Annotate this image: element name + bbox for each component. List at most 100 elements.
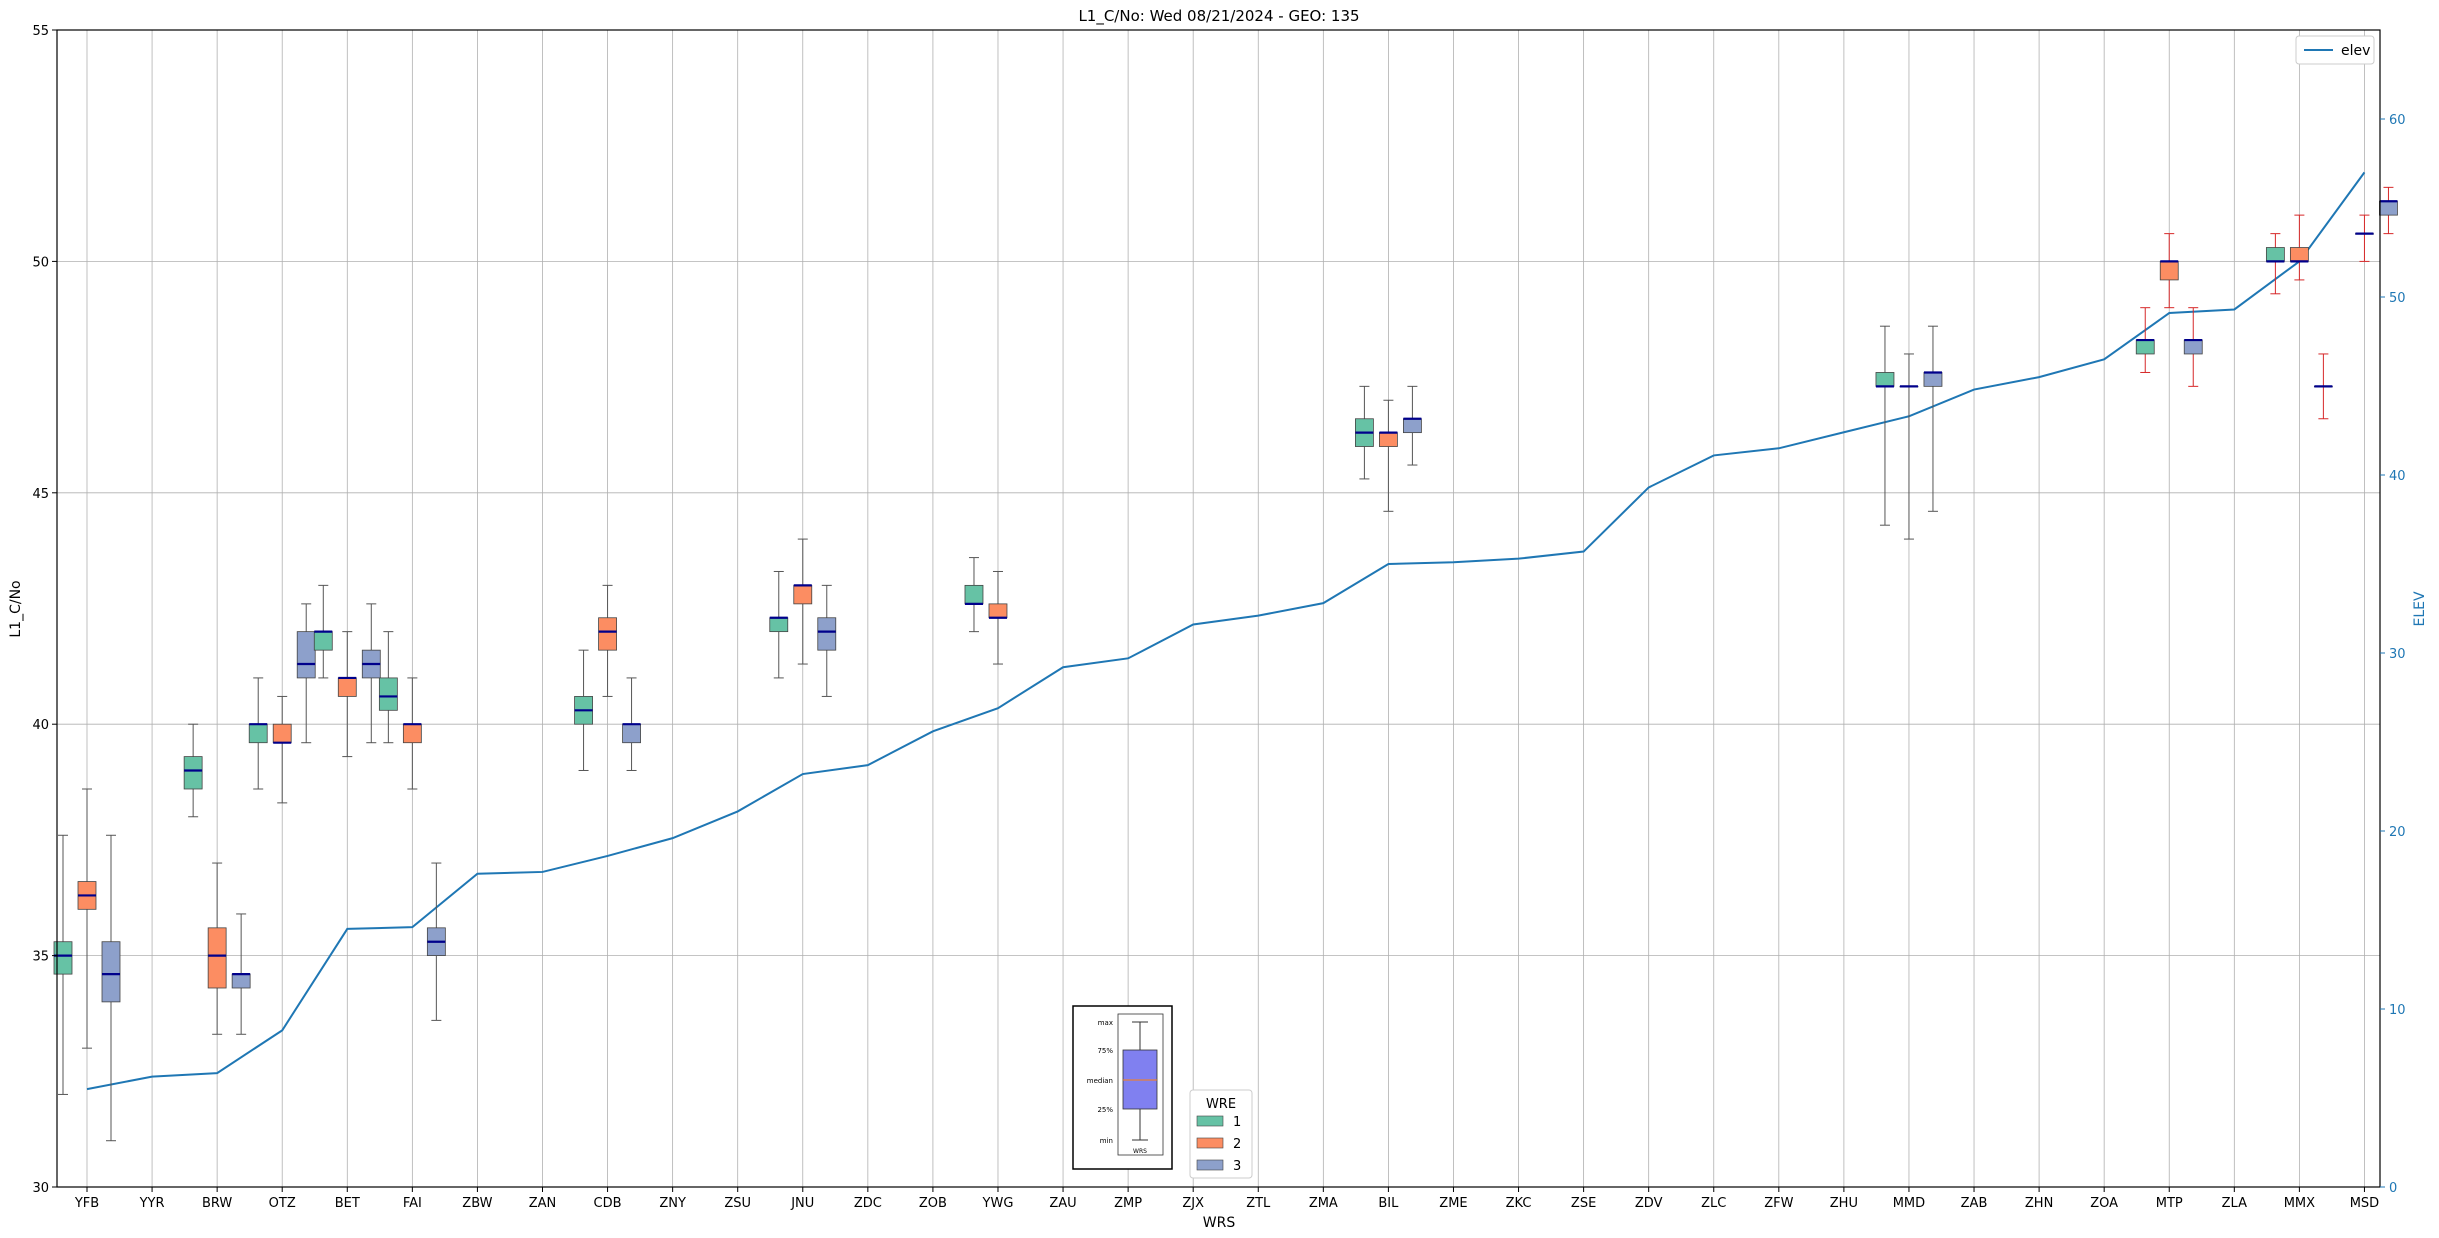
- box-iqr: [1875, 372, 1895, 387]
- x-tick-label: YWG: [982, 1196, 1014, 1211]
- box-wre2-fai: [402, 677, 422, 790]
- wre-legend-label-3: 3: [1233, 1159, 1241, 1174]
- box-wre2-mmd: [1899, 353, 1919, 540]
- box-wre1-jnu: [769, 570, 789, 679]
- box-iqr: [2135, 339, 2155, 355]
- box-iqr: [248, 723, 268, 744]
- y-tick-label: 50: [32, 255, 49, 270]
- y2-tick-label: 40: [2389, 469, 2406, 484]
- box-wre1-bil: [1355, 385, 1374, 480]
- box-iqr: [988, 603, 1008, 619]
- elev-legend-frame: [2295, 35, 2375, 65]
- x-tick-label: ZLC: [1701, 1196, 1726, 1211]
- box-wre2-mtp: [2159, 233, 2179, 309]
- box-wre1-mtp: [2135, 307, 2155, 373]
- elev-legend-label: elev: [2341, 43, 2370, 59]
- box-wre3-fai: [426, 862, 446, 1021]
- wre-legend-entries: 1 2 3: [1196, 1115, 1241, 1174]
- y2-tick-label: 0: [2389, 1181, 2397, 1196]
- x-tick-label: MMX: [2284, 1196, 2315, 1211]
- box-iqr: [53, 941, 73, 975]
- box-wre2-brw: [207, 862, 227, 1035]
- box-wre2-bil: [1379, 399, 1398, 512]
- x-tick-label: OTZ: [269, 1196, 296, 1211]
- x-tick-label: ZAN: [529, 1196, 557, 1211]
- box-wre1-bet: [313, 584, 333, 679]
- x-tick-label: ZKC: [1506, 1196, 1532, 1211]
- y-tick-label: 30: [32, 1181, 49, 1196]
- x-tick-label: ZLA: [2222, 1196, 2247, 1211]
- box-iqr: [296, 631, 316, 679]
- box-wre3-mmd: [1923, 325, 1943, 512]
- box-key-label-max: max: [1098, 1019, 1113, 1027]
- box-wre3-jnu: [817, 584, 837, 697]
- x-tick-label: ZMP: [1114, 1196, 1142, 1211]
- box-iqr: [2183, 339, 2203, 355]
- wre-legend-title: WRE: [1206, 1097, 1236, 1112]
- wre-legend-frame: [1189, 1089, 1253, 1179]
- x-tick-label: YYR: [139, 1196, 165, 1211]
- box-wre1-fai: [378, 631, 398, 744]
- y-tick-label: 35: [32, 950, 49, 965]
- x-tick-label: ZFW: [1764, 1196, 1793, 1211]
- box-wre2-cdb: [598, 584, 617, 697]
- box-iqr: [207, 927, 227, 989]
- box-wre2-bet: [337, 631, 357, 758]
- x-tick-label: MSD: [2350, 1196, 2379, 1211]
- box-iqr: [2265, 247, 2285, 262]
- grid: [57, 29, 2380, 1188]
- wre-legend-label-2: 2: [1233, 1137, 1241, 1152]
- box-wre3-msd: [2379, 186, 2398, 235]
- box-iqr: [1379, 432, 1398, 447]
- box-wre1-ywg: [964, 557, 984, 633]
- x-tick-label: MTP: [2156, 1196, 2183, 1211]
- x-tick-label: CDB: [594, 1196, 622, 1211]
- box-key-label-median: median: [1087, 1077, 1113, 1085]
- box-wre2-msd: [2355, 214, 2374, 262]
- elev-line-layer: [86, 171, 2366, 1091]
- elev-series-line: [86, 171, 2366, 1091]
- box-iqr: [964, 584, 984, 605]
- y2-tick-label: 20: [2389, 825, 2406, 840]
- box-wre3-cdb: [622, 677, 641, 771]
- wre-legend: WRE 1 2 3: [1189, 1089, 1253, 1179]
- y2-axis-label: ELEV: [2412, 591, 2428, 626]
- tick-layer: YFB YYR BRW OTZ BET FAI ZBW ZAN CDB ZNY ZSU JNU ZDC Z…: [32, 24, 2405, 1211]
- box-iqr: [2289, 247, 2309, 262]
- box-key-label-min: min: [1100, 1137, 1113, 1145]
- x-tick-label: ZMA: [1309, 1196, 1338, 1211]
- box-wre3-mmx: [2313, 353, 2333, 420]
- box-iqr: [769, 617, 789, 633]
- box-wre1-yfb: [53, 834, 73, 1095]
- box-iqr: [2159, 260, 2179, 281]
- x-tick-label: ZSE: [1571, 1196, 1596, 1211]
- box-iqr: [313, 631, 333, 651]
- box-wre2-jnu: [793, 538, 813, 665]
- x-tick-label: ZHU: [1830, 1196, 1858, 1211]
- wre-legend-swatch-3: [1196, 1159, 1224, 1171]
- box-key-axis-label: WRS: [1133, 1148, 1147, 1155]
- y2-tick-label: 60: [2389, 113, 2406, 128]
- box-wre3-yfb: [101, 834, 121, 1142]
- box-wre1-mmx: [2265, 233, 2285, 295]
- box-iqr: [101, 941, 121, 1003]
- x-tick-label: ZOB: [919, 1196, 947, 1211]
- box-wre2-otz: [272, 695, 292, 804]
- box-iqr: [378, 677, 398, 711]
- box-wre3-otz: [296, 603, 316, 744]
- x-tick-label: MMD: [1893, 1196, 1925, 1211]
- y-axis-label: L1_C/No: [8, 580, 24, 637]
- x-tick-label: ZNY: [659, 1196, 686, 1211]
- box-iqr: [1923, 372, 1943, 387]
- x-tick-label: ZOA: [2090, 1196, 2118, 1211]
- x-tick-label: BRW: [202, 1196, 232, 1211]
- x-tick-label: ZAB: [1961, 1196, 1988, 1211]
- box-iqr: [337, 677, 357, 697]
- y2-tick-label: 30: [2389, 647, 2406, 662]
- y-tick-label: 40: [32, 718, 49, 733]
- box-wre2-yfb: [77, 788, 97, 1049]
- box-layer: [53, 186, 2398, 1142]
- x-tick-label: ZJX: [1182, 1196, 1204, 1211]
- y-tick-label: 55: [32, 24, 49, 39]
- box-wre3-mtp: [2183, 307, 2203, 387]
